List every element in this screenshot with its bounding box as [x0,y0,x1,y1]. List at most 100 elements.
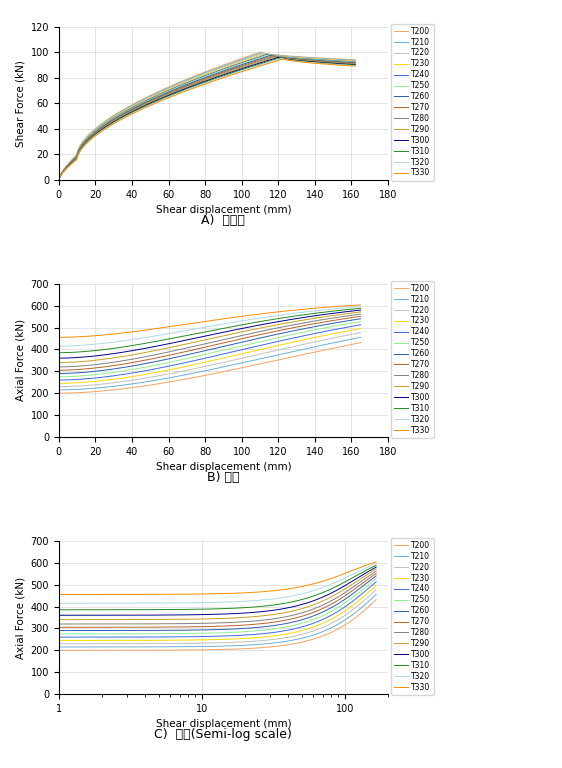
T320 [278,54,285,63]
T270 [198,75,205,84]
Line: T260: T260 [59,319,361,373]
T200 [196,69,203,78]
Line: T300: T300 [59,568,376,615]
Line: T320: T320 [59,306,361,346]
Line: T330: T330 [59,305,361,337]
Line: T280: T280 [59,314,361,367]
T250 [199,350,206,359]
T270 [350,313,357,322]
T220 [201,362,207,371]
T330 [360,561,367,571]
T240 [196,73,203,82]
T310 [196,80,203,89]
T250 [56,372,62,382]
Line: T280: T280 [59,571,376,624]
T310 [303,310,310,319]
T320 [373,559,379,568]
T300 [235,325,242,334]
T330 [56,175,62,184]
T310 [328,584,334,594]
T270 [232,64,238,73]
T290 [299,56,306,65]
T330 [299,58,306,67]
T260 [201,346,207,356]
T230 [219,354,225,363]
T280 [56,620,62,629]
T270 [328,600,334,609]
T320 [341,574,347,583]
T300 [328,588,334,598]
T310 [201,327,207,336]
T300 [352,60,359,69]
T280 [327,597,334,606]
T220 [299,53,306,62]
Line: T290: T290 [59,312,361,362]
T320 [335,577,342,586]
T310 [335,581,342,590]
T330 [232,69,238,78]
T300 [360,570,367,579]
T330 [327,574,334,584]
T310 [341,578,347,587]
Line: T320: T320 [59,58,355,180]
T270 [56,175,62,184]
T300 [198,78,205,88]
T240 [341,603,347,612]
T280 [341,588,347,598]
T240 [216,66,223,75]
T210 [56,175,62,184]
T250 [266,50,273,59]
T210 [259,48,265,58]
T240 [328,611,334,620]
T210 [371,591,378,601]
T250 [56,175,62,184]
T300 [56,611,62,620]
T250 [345,58,352,67]
T210 [232,58,238,67]
Line: T240: T240 [59,325,361,380]
T240 [56,175,62,184]
T300 [216,71,223,81]
T280 [271,51,278,61]
T260 [56,175,62,184]
T210 [199,367,206,376]
T210 [198,70,205,79]
T220 [235,354,242,363]
T310 [199,328,206,337]
T330 [345,61,352,71]
T230 [196,72,203,81]
T200 [303,349,310,359]
T330 [216,74,223,84]
T330 [196,81,203,91]
T300 [341,581,347,591]
T290 [303,315,310,324]
T310 [357,303,364,313]
T300 [299,56,306,65]
T290 [328,592,334,601]
T330 [56,590,62,599]
T260 [235,339,242,348]
T300 [327,589,334,598]
Line: T310: T310 [59,58,355,180]
T270 [373,569,379,578]
T220 [341,611,347,621]
T240 [335,607,342,616]
T260 [350,316,357,325]
T300 [275,53,282,62]
T250 [327,607,334,617]
T280 [299,55,306,65]
T330 [341,569,347,578]
Legend: T200, T210, T220, T230, T240, T250, T260, T270, T280, T290, T300, T310, T320, T3: T200, T210, T220, T230, T240, T250, T260… [391,280,433,438]
Text: A)  전단력: A) 전단력 [202,214,246,227]
T290 [199,336,206,345]
T280 [56,362,62,372]
T250 [373,574,379,583]
T290 [341,585,347,594]
T280 [352,59,359,68]
T240 [352,57,359,66]
T250 [299,55,306,64]
Line: T240: T240 [59,55,355,180]
T210 [235,359,242,368]
T220 [196,71,203,81]
T330 [201,317,207,326]
